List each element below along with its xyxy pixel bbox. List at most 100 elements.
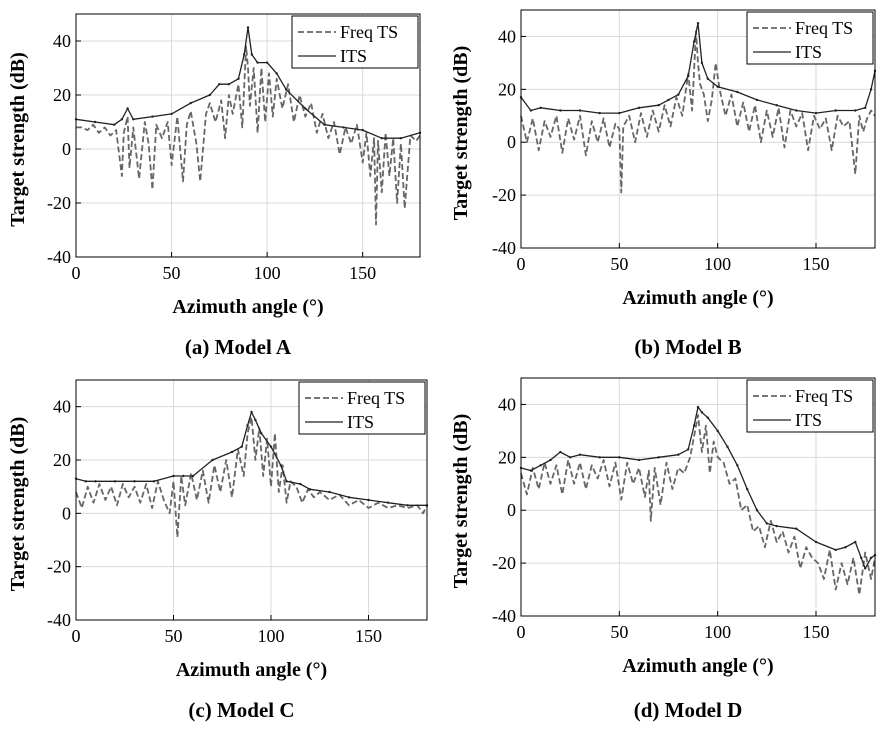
data-point-its xyxy=(726,445,729,448)
chart-svg: 0 50 100 150 -40 -20 0 20 40 Azimuth angle (°) Tar… xyxy=(7,379,429,722)
legend-label: Freq TS xyxy=(340,22,398,42)
plot-frame xyxy=(75,13,421,258)
data-point-its xyxy=(230,450,234,454)
x-tick-label: 0 xyxy=(72,263,81,283)
data-point-its xyxy=(386,501,390,504)
data-point-its xyxy=(844,546,847,549)
legend-label: ITS xyxy=(795,42,822,62)
data-point-its xyxy=(677,93,680,96)
series-line-freq-ts xyxy=(520,414,876,596)
x-axis-label: Azimuth angle (°) xyxy=(176,659,327,681)
data-point-its xyxy=(568,456,572,459)
chart-svg: 0 50 100 150 -40 -20 0 20 40 Azimuth angle (°) Tar… xyxy=(450,9,877,359)
data-point-its xyxy=(700,411,704,414)
plot-frame xyxy=(520,377,876,617)
y-tick-label: 20 xyxy=(498,79,516,99)
y-tick-label: -20 xyxy=(492,185,516,205)
data-point-its xyxy=(686,74,690,78)
y-tick-label: -40 xyxy=(492,606,516,626)
legend-label: ITS xyxy=(795,410,822,430)
chart-svg: 0 50 100 150 -40 -20 0 20 40 Azimuth angle (°) Tar… xyxy=(7,13,422,359)
legend-box xyxy=(746,11,874,65)
legend-box xyxy=(746,379,874,433)
data-point-its xyxy=(696,22,700,25)
y-tick-label: 0 xyxy=(62,139,71,159)
legend-label: Freq TS xyxy=(795,386,853,406)
data-point-its xyxy=(347,496,351,499)
data-point-its xyxy=(692,40,696,43)
y-tick-label: 40 xyxy=(53,31,71,51)
data-point-its xyxy=(657,104,660,107)
x-tick-label: 50 xyxy=(165,626,183,646)
panel-caption: (b) Model B xyxy=(634,335,741,359)
data-point-its xyxy=(265,61,269,64)
data-point-its xyxy=(151,115,154,118)
x-axis-label: Azimuth angle (°) xyxy=(622,287,773,309)
y-axis-label: Target strength (dB) xyxy=(7,417,29,591)
legend-box xyxy=(291,15,419,69)
data-point-its xyxy=(279,464,282,467)
y-tick-label: -20 xyxy=(47,193,71,213)
data-point-its xyxy=(240,445,243,448)
data-point-its xyxy=(755,98,759,102)
data-point-its xyxy=(113,123,116,126)
x-tick-label: 50 xyxy=(163,263,181,283)
legend-box xyxy=(298,381,426,435)
data-point-its xyxy=(113,480,117,483)
chart-panel-3: 0 50 100 150 -40 -20 0 20 40 Azimuth angle (°) Tar… xyxy=(0,368,430,725)
data-point-its xyxy=(706,77,710,80)
data-point-its xyxy=(529,109,533,112)
x-tick-label: 150 xyxy=(803,622,830,642)
y-axis-label: Target strength (dB) xyxy=(7,52,29,226)
data-point-its xyxy=(696,405,700,409)
data-point-its xyxy=(260,432,263,435)
y-tick-label: -40 xyxy=(47,247,71,267)
data-point-its xyxy=(736,464,739,467)
data-point-its xyxy=(361,128,364,132)
x-axis-label: Azimuth angle (°) xyxy=(622,655,773,677)
y-tick-label: 0 xyxy=(507,500,516,520)
x-tick-label: 50 xyxy=(610,254,628,274)
data-point-its xyxy=(399,137,403,140)
data-point-its xyxy=(367,498,370,502)
series-line-freq-ts xyxy=(520,30,876,194)
y-tick-label: 0 xyxy=(62,503,71,523)
data-point-its xyxy=(700,61,704,65)
panel-caption: (d) Model D xyxy=(634,698,743,722)
y-tick-label: 20 xyxy=(53,450,71,470)
x-tick-label: 150 xyxy=(355,626,382,646)
x-tick-label: 100 xyxy=(258,626,285,646)
panel-caption: (c) Model C xyxy=(188,698,294,722)
series-line-freq-ts xyxy=(75,416,428,539)
chart-svg: 0 50 100 150 -40 -20 0 20 40 Azimuth angle (°) Tar… xyxy=(450,377,877,722)
data-point-its xyxy=(285,88,288,91)
data-point-its xyxy=(559,109,562,112)
data-point-its xyxy=(172,474,175,478)
data-point-its xyxy=(189,101,192,105)
x-tick-label: 150 xyxy=(349,263,376,283)
data-point-its xyxy=(304,107,307,110)
chart-panel-2: 0 50 100 150 -40 -20 0 20 40 Azimuth angle (°) Tar… xyxy=(443,0,883,362)
data-point-its xyxy=(618,111,621,115)
data-point-its xyxy=(814,540,818,544)
data-point-its xyxy=(191,474,195,478)
x-tick-label: 100 xyxy=(704,254,731,274)
plot-frame xyxy=(75,379,428,621)
data-point-its xyxy=(863,106,867,110)
legend-label: ITS xyxy=(340,46,367,66)
x-axis-label: Azimuth angle (°) xyxy=(172,296,323,318)
data-point-its xyxy=(269,445,273,448)
data-point-its xyxy=(745,487,749,491)
data-point-its xyxy=(328,490,331,494)
data-point-its xyxy=(559,450,562,454)
data-point-its xyxy=(657,456,660,459)
data-point-its xyxy=(775,104,778,107)
data-point-its xyxy=(692,424,696,427)
x-tick-label: 150 xyxy=(803,254,830,274)
panel-caption: (a) Model A xyxy=(185,335,292,359)
data-point-its xyxy=(380,137,383,140)
data-point-its xyxy=(863,567,867,570)
legend-label: ITS xyxy=(347,412,374,432)
data-point-its xyxy=(578,109,582,112)
data-point-its xyxy=(170,112,173,116)
